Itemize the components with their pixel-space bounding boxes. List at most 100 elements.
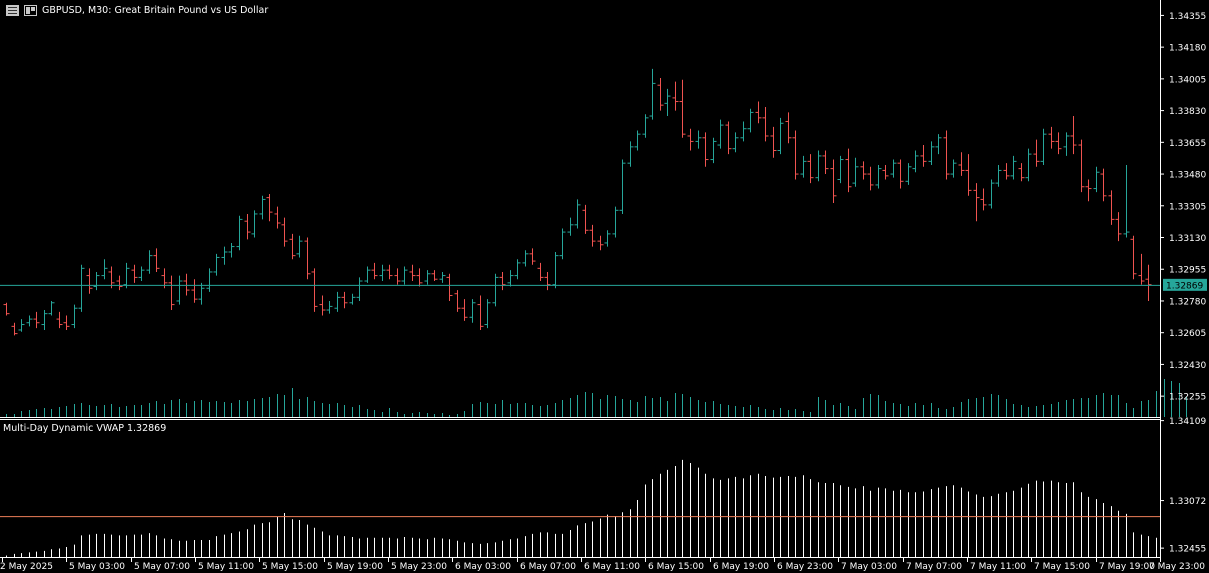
indicator-tick-label: 1.32455 <box>1169 545 1206 555</box>
ohlc-bar <box>845 148 852 193</box>
ohlc-bar <box>552 252 559 289</box>
price-tick-label: 1.34355 <box>1169 12 1206 22</box>
ohlc-bar <box>41 310 48 330</box>
ohlc-bar <box>319 295 326 316</box>
ohlc-bar <box>732 132 739 153</box>
ohlc-bar <box>206 268 213 292</box>
ohlc-bar <box>492 273 499 307</box>
ohlc-bar <box>1033 139 1040 167</box>
ohlc-bar <box>349 293 356 305</box>
ohlc-bar <box>1070 116 1077 155</box>
price-tick-label: 1.33655 <box>1169 139 1206 149</box>
ohlc-bar <box>980 188 987 211</box>
ohlc-bar <box>995 164 1002 187</box>
ohlc-bar <box>48 300 55 316</box>
ohlc-bar <box>710 137 717 164</box>
time-tick-label: 6 May 15:00 <box>648 562 704 572</box>
ohlc-bar <box>1138 253 1145 285</box>
time-tick-label: 5 May 15:00 <box>262 562 318 572</box>
ohlc-bar <box>875 164 882 189</box>
ohlc-bar <box>612 206 619 238</box>
time-tick-label: 7 May 07:00 <box>906 562 962 572</box>
ohlc-bar <box>627 141 634 167</box>
ohlc-bar <box>950 159 957 178</box>
ohlc-bar <box>507 270 514 287</box>
ohlc-bar <box>679 79 686 138</box>
ohlc-bar <box>589 224 596 247</box>
ohlc-bar <box>371 262 378 280</box>
chart-window-icon[interactable] <box>24 4 37 16</box>
ohlc-bar <box>657 77 664 111</box>
ohlc-bar <box>717 119 724 149</box>
ohlc-bar <box>973 183 980 222</box>
time-tick-label: 6 May 03:00 <box>455 562 511 572</box>
ohlc-bar <box>822 150 829 175</box>
price-tick-label: 1.32605 <box>1169 329 1206 339</box>
ohlc-bar <box>664 88 671 117</box>
time-tick-label: 5 May 07:00 <box>134 562 190 572</box>
ohlc-bar <box>1063 132 1070 156</box>
ohlc-bar <box>619 159 626 214</box>
ohlc-bar <box>529 248 536 265</box>
time-tick-label: 7 May 23:00 <box>1149 562 1205 572</box>
ohlc-bar <box>386 264 393 280</box>
ohlc-bar <box>544 271 551 291</box>
ohlc-bar <box>988 179 995 209</box>
ohlc-bar <box>108 266 115 289</box>
price-tick-label: 1.34005 <box>1169 75 1206 85</box>
time-tick-label: 5 May 19:00 <box>327 562 383 572</box>
ohlc-bar <box>281 217 288 247</box>
time-tick-label: 7 May 03:00 <box>841 562 897 572</box>
volume-bars <box>6 379 1187 417</box>
ohlc-bar <box>815 150 822 182</box>
ohlc-bar <box>71 304 78 329</box>
price-tick-label: 1.33480 <box>1169 171 1206 181</box>
price-tick-label: 1.33130 <box>1169 234 1206 244</box>
ohlc-bar <box>905 163 912 185</box>
ohlc-bar <box>1123 164 1130 238</box>
ohlc-bar <box>296 235 303 258</box>
ohlc-bar <box>1040 128 1047 165</box>
indicator-tick-label: 1.33072 <box>1169 497 1206 507</box>
current-price-badge <box>1163 278 1207 291</box>
ohlc-bar <box>244 213 251 240</box>
ohlc-bar <box>446 273 453 301</box>
ohlc-bar <box>785 112 792 144</box>
time-tick-label: 7 May 15:00 <box>1034 562 1090 572</box>
ohlc-bar <box>1115 212 1122 242</box>
ohlc-bar <box>176 275 183 305</box>
chart-menu-icon[interactable] <box>6 4 19 16</box>
ohlc-bar <box>1025 148 1032 182</box>
vwap-histogram <box>6 459 1157 557</box>
ohlc-bar <box>228 242 235 258</box>
ohlc-bar <box>236 215 243 251</box>
ohlc-bar <box>477 295 484 330</box>
ohlc-bar <box>882 164 889 180</box>
time-tick-label: 5 May 11:00 <box>198 562 254 572</box>
ohlc-bar <box>274 206 281 229</box>
ohlc-bar <box>198 282 205 305</box>
ohlc-bar <box>514 259 521 280</box>
symbol-title: GBPUSD, M30: Great Britain Pound vs US D… <box>42 4 269 16</box>
price-tick-label: 1.33305 <box>1169 202 1206 212</box>
ohlc-bar <box>792 130 799 180</box>
ohlc-bar <box>860 161 867 180</box>
ohlc-bar <box>725 121 732 155</box>
ohlc-bar <box>153 248 160 272</box>
price-tick-label: 1.32955 <box>1169 266 1206 276</box>
ohlc-bar <box>634 130 641 151</box>
ohlc-bar <box>499 271 506 291</box>
ohlc-bar <box>484 299 491 329</box>
ohlc-bar <box>78 264 85 312</box>
price-tick-label: 1.32780 <box>1169 297 1206 307</box>
time-tick-label: 6 May 23:00 <box>777 562 833 572</box>
ohlc-bar <box>1085 179 1092 202</box>
ohlc-bar <box>183 273 190 296</box>
time-tick-label: 7 May 11:00 <box>970 562 1026 572</box>
ohlc-bar <box>326 300 333 314</box>
ohlc-bar <box>1010 155 1017 180</box>
ohlc-bar <box>56 311 63 329</box>
time-tick-label: 5 May 23:00 <box>391 562 447 572</box>
